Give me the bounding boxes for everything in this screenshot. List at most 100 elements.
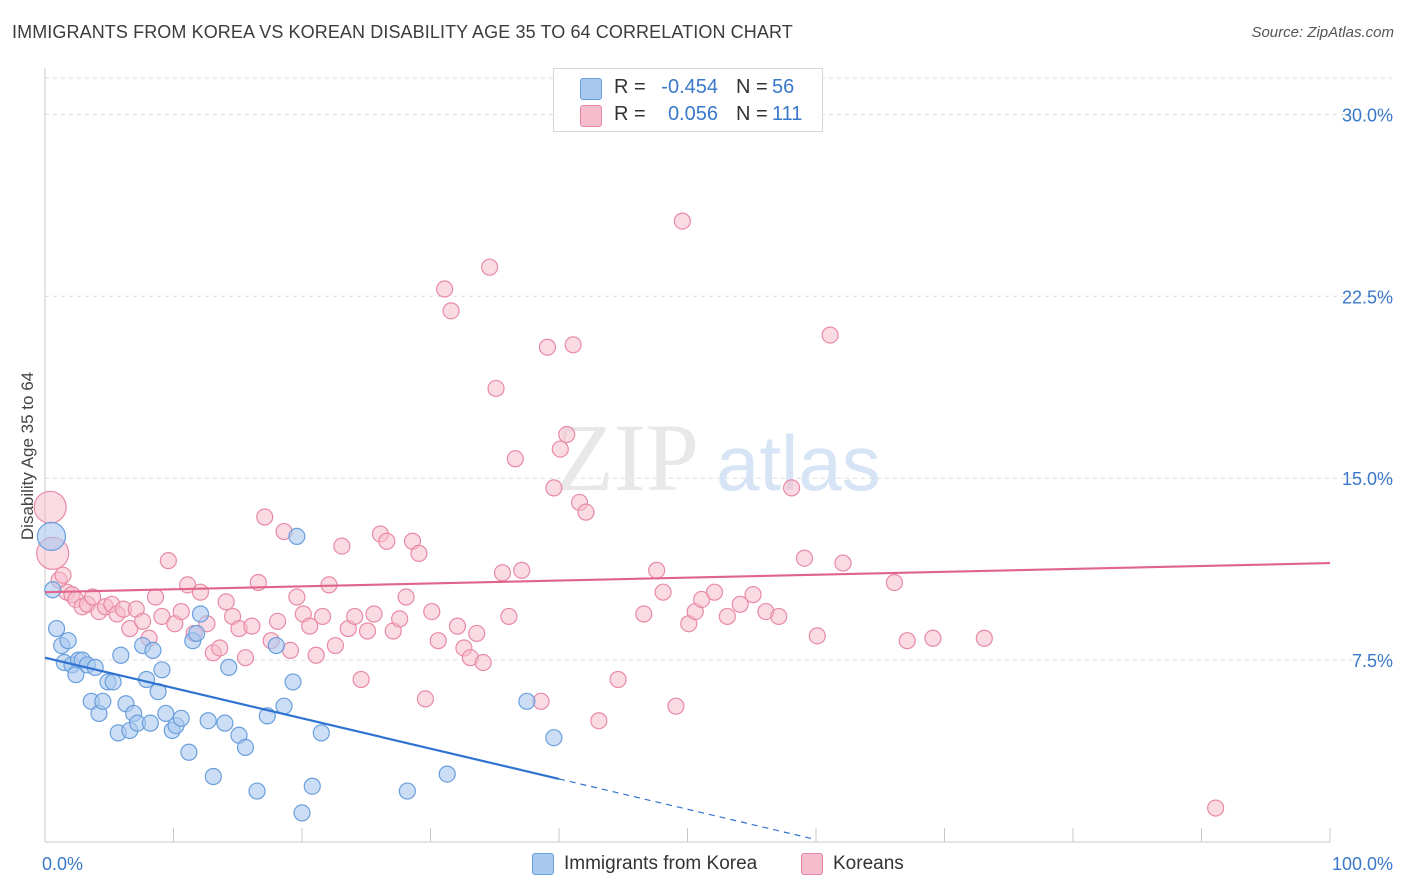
korea-immigrant-point — [144, 641, 162, 659]
korean-point — [821, 326, 839, 344]
source-label: Source: ZipAtlas.com — [1251, 24, 1394, 41]
korean-point — [410, 544, 428, 562]
x-tick-label: 100.0% — [1332, 854, 1393, 874]
legend-r-value: 0.056 — [667, 103, 718, 125]
korean-point — [326, 636, 345, 655]
korean-point — [313, 607, 332, 626]
korean-point — [54, 566, 72, 584]
korean-point — [301, 617, 319, 635]
korean-point — [481, 258, 499, 276]
korea-immigrant-point — [44, 581, 62, 599]
korean-point — [782, 479, 801, 497]
legend-swatch-pink — [580, 105, 602, 127]
korea-immigrant-point — [94, 692, 112, 710]
korean-point — [795, 549, 814, 567]
korea-immigrant-point — [438, 765, 456, 783]
koreans-points — [33, 212, 1225, 817]
korean-point — [211, 639, 229, 657]
korean-point — [436, 280, 454, 298]
korea-trendline — [44, 656, 560, 781]
korean-point — [346, 607, 364, 626]
korean-point — [442, 302, 460, 320]
korean-point — [693, 590, 711, 609]
korea-immigrant-point — [236, 738, 255, 757]
korean-point — [468, 624, 486, 643]
korean-point — [551, 440, 569, 458]
koreans-trendline — [44, 561, 1331, 594]
axes — [44, 68, 1331, 843]
korea-trendline-extension — [558, 778, 817, 841]
korean-point — [487, 379, 505, 398]
korea-immigrant-point — [172, 709, 190, 727]
korean-point — [808, 627, 826, 645]
korean-point — [134, 612, 152, 630]
korean-point — [609, 670, 627, 689]
korean-point — [564, 336, 582, 354]
korean-point — [538, 338, 557, 356]
korean-point — [121, 619, 139, 638]
korean-point — [648, 561, 666, 579]
korea-immigrant-point — [104, 673, 122, 691]
y-tick-label: 22.5% — [1342, 287, 1393, 307]
korea-immigrant-point — [518, 692, 536, 710]
y-tick-label: 15.0% — [1342, 469, 1393, 489]
korea-immigrant-point — [141, 714, 159, 732]
y-axis-label: Disability Age 35 to 64 — [18, 372, 37, 540]
chart-title: IMMIGRANTS FROM KOREA VS KOREAN DISABILI… — [12, 22, 793, 42]
legend-n-value: 56 — [772, 76, 795, 98]
korean-point — [268, 612, 287, 630]
korean-point — [153, 607, 171, 626]
korea-immigrant-point — [293, 804, 311, 822]
korean-point — [744, 586, 762, 604]
korean-point — [307, 646, 325, 664]
korean-point — [391, 610, 409, 628]
bottom-legend-label: Koreans — [833, 853, 904, 874]
korea-immigrant-point — [180, 743, 198, 761]
korean-point — [500, 607, 518, 626]
watermark-atlas: atlas — [716, 419, 881, 507]
korean-point — [493, 564, 512, 582]
legend-n-value: 111 — [772, 103, 803, 125]
korean-point — [975, 629, 993, 647]
bottom-legend-swatch-blue — [532, 853, 554, 875]
korean-point — [378, 532, 396, 550]
korean-point — [898, 632, 916, 650]
y-tick-label: 7.5% — [1352, 651, 1393, 671]
korea-immigrant-point — [303, 777, 321, 795]
bottom-legend-label: Immigrants from Korea — [564, 853, 758, 874]
korean-point — [718, 607, 736, 626]
korean-point — [358, 622, 377, 640]
korean-point — [834, 554, 852, 572]
korean-point — [429, 632, 447, 650]
korea-immigrant-point — [191, 605, 210, 623]
korean-point — [352, 670, 370, 689]
watermark-zip: ZIP — [555, 404, 699, 511]
korea-immigrant-point — [188, 624, 206, 643]
korean-point — [236, 649, 255, 667]
watermark: ZIP atlas — [555, 404, 881, 511]
korean-point — [416, 690, 434, 708]
legend-n-label: N = — [736, 76, 768, 98]
korean-point — [333, 537, 351, 555]
korean-point — [673, 212, 691, 230]
korean-point — [365, 605, 383, 623]
korea-immigrant-point — [398, 782, 416, 800]
legend-r-value: -0.454 — [661, 76, 718, 98]
y-tick-label: 30.0% — [1342, 105, 1393, 125]
korean-point — [635, 605, 653, 623]
korean-point — [577, 503, 595, 521]
korean-point — [243, 617, 261, 635]
korean-point — [770, 607, 788, 626]
bottom-legend-swatch-pink — [801, 853, 823, 875]
korean-point — [654, 583, 672, 601]
korean-point — [172, 602, 190, 621]
korean-point — [558, 425, 576, 444]
korean-point — [667, 697, 685, 715]
korea-immigrant-point — [36, 521, 67, 552]
korea-immigrant-point — [288, 527, 306, 546]
korea-immigrant-point — [545, 729, 563, 747]
korean-point — [146, 588, 165, 606]
korea-immigrant-point — [157, 704, 175, 723]
korean-point — [83, 588, 102, 606]
